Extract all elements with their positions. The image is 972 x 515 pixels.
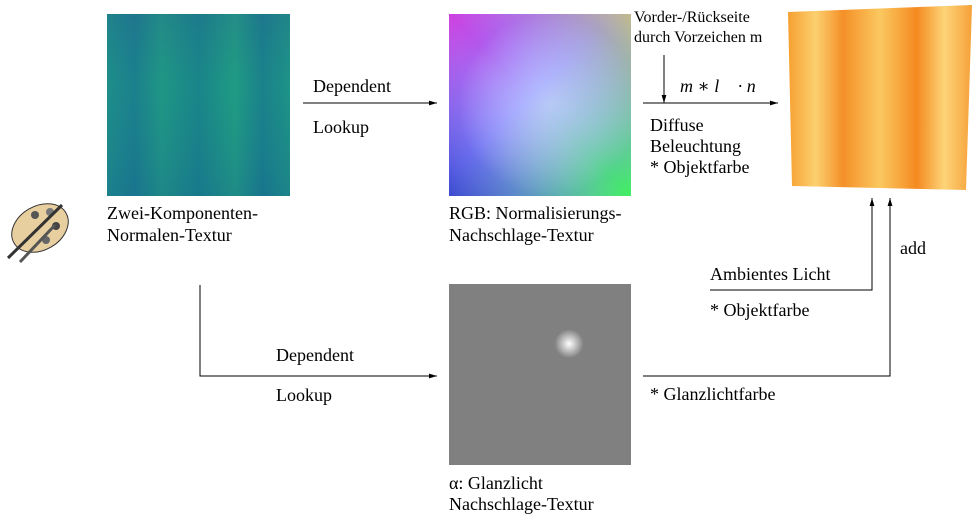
- result-texture: [788, 5, 972, 190]
- node-label: Normalen-Textur: [107, 225, 232, 245]
- node-label: Nachschlage-Textur: [449, 494, 594, 514]
- edge-label: Diffuse: [650, 115, 704, 135]
- palette-icon: [3, 194, 77, 262]
- edge-label: Lookup: [276, 385, 332, 405]
- specular-texture: [449, 284, 631, 465]
- node-label: α: Glanzlicht: [449, 473, 543, 493]
- node-label: RGB: Normalisierungs-: [449, 203, 622, 223]
- edge-label: durch Vorzeichen m: [634, 29, 763, 46]
- edge-label: Dependent: [313, 76, 391, 96]
- edge-label: * Objektfarbe: [650, 157, 749, 177]
- normal-texture: [107, 14, 290, 196]
- edge-label: * Objektfarbe: [710, 300, 809, 320]
- diagram: Zwei-Komponenten- Normalen-Textur RGB: N…: [0, 0, 972, 515]
- edge-label: Beleuchtung: [650, 136, 741, 156]
- edge-label: Lookup: [313, 117, 369, 137]
- edge-label: Ambientes Licht: [710, 264, 830, 284]
- edge-label: Vorder-/Rückseite: [634, 9, 750, 26]
- edge-label: Dependent: [276, 345, 354, 365]
- edge-label: * Glanzlichtfarbe: [650, 384, 775, 404]
- edge-label: add: [900, 238, 926, 258]
- normalization-texture: [449, 14, 631, 196]
- node-label: Zwei-Komponenten-: [107, 203, 258, 223]
- formula: m ∗ l⃗ · n⃗: [680, 76, 770, 96]
- node-label: Nachschlage-Textur: [449, 225, 594, 245]
